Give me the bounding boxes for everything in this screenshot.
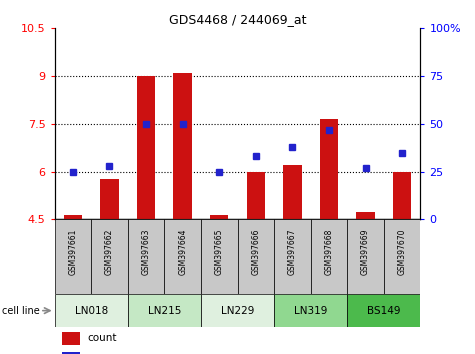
Text: LN215: LN215 bbox=[148, 306, 181, 316]
Text: GSM397670: GSM397670 bbox=[398, 228, 407, 275]
Bar bbox=[311, 219, 347, 294]
Bar bbox=[100, 179, 119, 219]
Bar bbox=[55, 219, 91, 294]
Text: BS149: BS149 bbox=[367, 306, 400, 316]
Text: LN018: LN018 bbox=[75, 306, 108, 316]
Bar bbox=[62, 352, 80, 354]
Bar bbox=[173, 73, 192, 219]
Text: GSM397664: GSM397664 bbox=[178, 228, 187, 275]
Text: GSM397663: GSM397663 bbox=[142, 228, 151, 275]
Bar bbox=[384, 219, 420, 294]
Text: GSM397662: GSM397662 bbox=[105, 228, 114, 275]
Bar bbox=[137, 76, 155, 219]
Text: cell line: cell line bbox=[2, 306, 40, 316]
Bar bbox=[393, 172, 411, 219]
Bar bbox=[91, 219, 128, 294]
Bar bbox=[128, 219, 164, 294]
Text: count: count bbox=[87, 333, 117, 343]
Bar bbox=[347, 294, 420, 327]
Text: GSM397666: GSM397666 bbox=[251, 228, 260, 275]
Text: LN319: LN319 bbox=[294, 306, 327, 316]
Bar bbox=[283, 165, 302, 219]
Bar bbox=[128, 294, 201, 327]
Bar bbox=[274, 219, 311, 294]
Title: GDS4468 / 244069_at: GDS4468 / 244069_at bbox=[169, 13, 306, 26]
Bar bbox=[210, 215, 228, 219]
Bar bbox=[64, 215, 82, 219]
Bar bbox=[347, 219, 384, 294]
Text: GSM397668: GSM397668 bbox=[324, 228, 333, 275]
Bar bbox=[201, 219, 238, 294]
Bar bbox=[320, 119, 338, 219]
Bar bbox=[55, 294, 128, 327]
Bar bbox=[356, 212, 375, 219]
Bar bbox=[62, 332, 80, 345]
Text: GSM397667: GSM397667 bbox=[288, 228, 297, 275]
Bar bbox=[238, 219, 274, 294]
Bar bbox=[201, 294, 274, 327]
Bar bbox=[247, 172, 265, 219]
Text: GSM397669: GSM397669 bbox=[361, 228, 370, 275]
Bar bbox=[164, 219, 201, 294]
Text: LN229: LN229 bbox=[221, 306, 254, 316]
Text: GSM397665: GSM397665 bbox=[215, 228, 224, 275]
Text: GSM397661: GSM397661 bbox=[68, 228, 77, 275]
Bar bbox=[274, 294, 347, 327]
